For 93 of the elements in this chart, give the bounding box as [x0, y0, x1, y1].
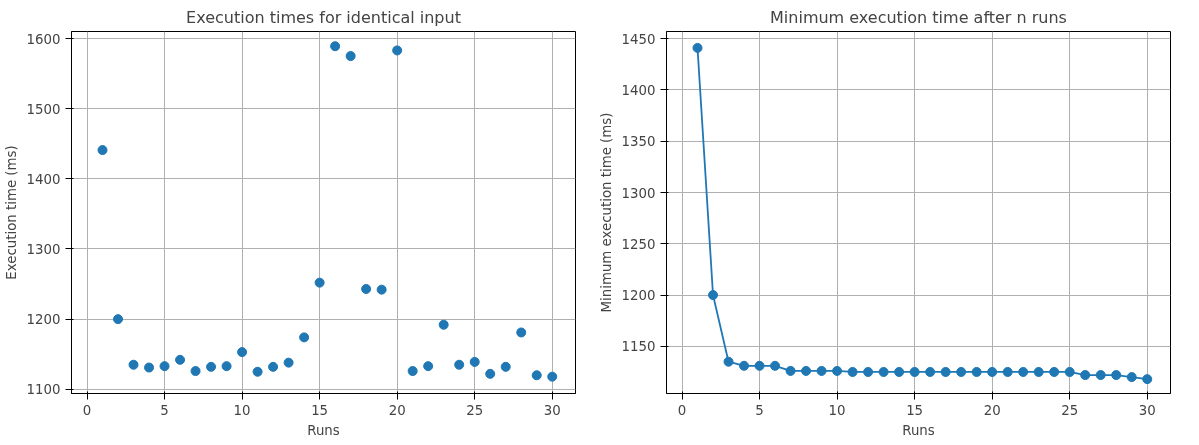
x-tick-label: 10 [233, 402, 251, 418]
x-tick-label: 5 [755, 402, 764, 418]
point [252, 366, 263, 377]
point [1142, 374, 1153, 385]
point [175, 354, 186, 365]
chart-title: Minimum execution time after n runs [770, 7, 1067, 27]
point [1049, 366, 1060, 377]
y-tick-label: 1150 [621, 339, 656, 355]
point [113, 314, 124, 325]
point [832, 365, 843, 376]
y-axis-title: Minimum execution time (ms) [598, 112, 614, 313]
point [847, 366, 858, 377]
x-tick-label: 10 [828, 402, 846, 418]
point [1033, 366, 1044, 377]
point [863, 366, 874, 377]
point [454, 359, 465, 370]
x-axis-title: Runs [902, 422, 935, 438]
point [723, 356, 734, 367]
point [1064, 366, 1075, 377]
point [801, 365, 812, 376]
x-tick-label: 25 [466, 402, 484, 418]
x-tick-label: 20 [983, 402, 1001, 418]
point [971, 366, 982, 377]
x-tick-label: 20 [388, 402, 406, 418]
point [500, 361, 511, 372]
point [1126, 372, 1137, 383]
y-tick-label: 1200 [26, 312, 61, 328]
y-tick-label: 1450 [621, 31, 656, 47]
point [469, 356, 480, 367]
point [516, 327, 527, 338]
point [330, 41, 341, 52]
y-tick-label: 1350 [621, 134, 656, 150]
point [423, 361, 434, 372]
x-tick-label: 5 [160, 402, 169, 418]
x-tick-label: 0 [677, 402, 687, 418]
point [144, 362, 155, 373]
point [221, 361, 232, 372]
point [816, 365, 827, 376]
point [314, 277, 325, 288]
x-tick-label: 0 [82, 402, 92, 418]
y-tick-label: 1250 [621, 236, 656, 252]
x-tick-label: 15 [906, 402, 924, 418]
point [754, 360, 765, 371]
point [159, 361, 170, 372]
y-axis-title: Execution time (ms) [3, 145, 19, 280]
point [299, 332, 310, 343]
x-tick-label: 15 [311, 402, 329, 418]
point [485, 368, 496, 379]
point [770, 360, 781, 371]
point [190, 366, 201, 377]
point [237, 347, 248, 358]
point [940, 366, 951, 377]
point [376, 284, 387, 295]
y-tick-label: 1600 [26, 31, 61, 47]
y-tick-label: 1100 [26, 382, 61, 398]
point [708, 290, 719, 301]
y-tick-label: 1300 [26, 241, 61, 257]
point [987, 366, 998, 377]
point [361, 283, 372, 294]
point [1018, 366, 1029, 377]
point [128, 359, 139, 370]
point [956, 366, 967, 377]
point [785, 365, 796, 376]
point [438, 319, 449, 330]
point [283, 357, 294, 368]
point [1095, 370, 1106, 381]
x-tick-label: 25 [1061, 402, 1079, 418]
point [909, 366, 920, 377]
point [407, 366, 418, 377]
point [392, 45, 403, 56]
x-tick-label: 30 [543, 402, 561, 418]
point [1111, 370, 1122, 381]
y-tick-label: 1400 [621, 82, 656, 98]
x-axis-title: Runs [307, 422, 340, 438]
point [531, 370, 542, 381]
y-tick-label: 1200 [621, 288, 656, 304]
point [878, 366, 889, 377]
y-tick-label: 1400 [26, 171, 61, 187]
point [547, 371, 558, 382]
point [1080, 370, 1091, 381]
point [692, 42, 703, 53]
chart-title: Execution times for identical input [186, 7, 461, 27]
point [739, 360, 750, 371]
y-tick-label: 1300 [621, 185, 656, 201]
point [345, 51, 356, 62]
point [97, 145, 108, 156]
point [894, 366, 905, 377]
x-tick-label: 30 [1138, 402, 1156, 418]
point [268, 361, 279, 372]
point [206, 361, 217, 372]
point [925, 366, 936, 377]
y-tick-label: 1500 [26, 101, 61, 117]
point [1002, 366, 1013, 377]
